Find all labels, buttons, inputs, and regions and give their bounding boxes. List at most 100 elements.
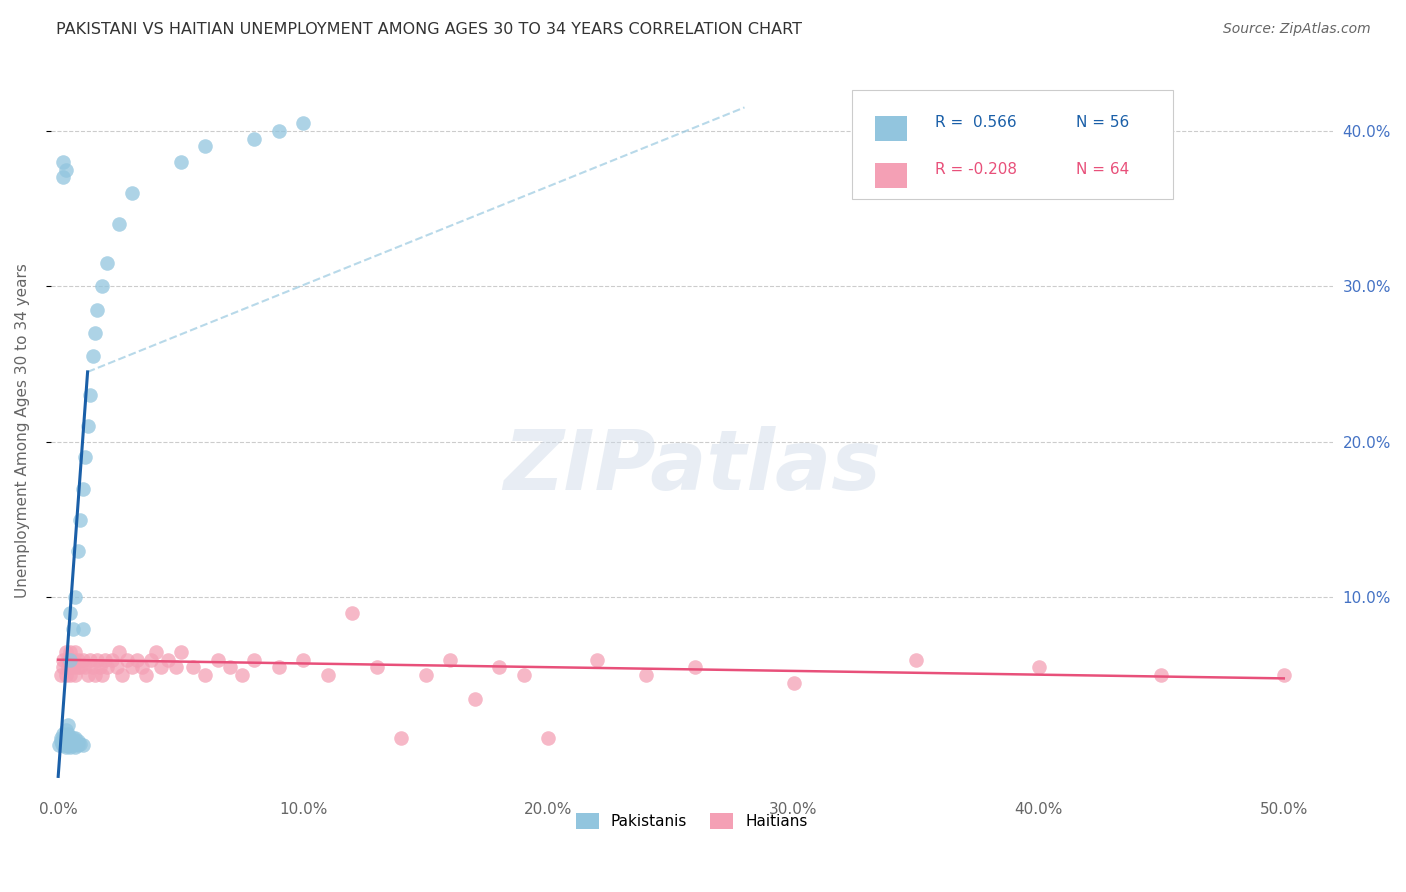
Point	[84, 668, 107, 682]
FancyBboxPatch shape	[875, 116, 907, 141]
Point	[56, 735, 79, 749]
Point	[62, 735, 84, 749]
Point	[55, 733, 77, 747]
Point	[1028, 660, 1050, 674]
Point	[108, 645, 131, 659]
Point	[55, 739, 77, 754]
Point	[65, 591, 87, 605]
Point	[65, 645, 87, 659]
Point	[464, 691, 486, 706]
Point	[72, 482, 94, 496]
Point	[170, 645, 193, 659]
Point	[66, 739, 89, 753]
Point	[150, 660, 173, 674]
Point	[72, 653, 94, 667]
Point	[84, 326, 107, 340]
Point	[636, 668, 658, 682]
Point	[55, 723, 77, 737]
Point	[52, 170, 75, 185]
Point	[49, 731, 72, 745]
Point	[66, 733, 89, 747]
Point	[1150, 668, 1173, 682]
Text: PAKISTANI VS HAITIAN UNEMPLOYMENT AMONG AGES 30 TO 34 YEARS CORRELATION CHART: PAKISTANI VS HAITIAN UNEMPLOYMENT AMONG …	[56, 22, 803, 37]
Point	[55, 737, 77, 751]
Point	[49, 733, 72, 747]
Point	[59, 733, 82, 747]
Text: R = -0.208: R = -0.208	[935, 162, 1018, 178]
Point	[66, 653, 89, 667]
Point	[76, 419, 98, 434]
Point	[56, 739, 79, 753]
Point	[267, 124, 290, 138]
Point	[56, 653, 79, 667]
Point	[141, 653, 163, 667]
Point	[1272, 668, 1295, 682]
Point	[65, 668, 87, 682]
Point	[181, 660, 204, 674]
Point	[79, 653, 101, 667]
Point	[62, 653, 84, 667]
Point	[59, 737, 82, 751]
Point	[66, 544, 89, 558]
Point	[685, 660, 707, 674]
Y-axis label: Unemployment Among Ages 30 to 34 years: Unemployment Among Ages 30 to 34 years	[15, 263, 30, 598]
Point	[121, 186, 143, 200]
Point	[389, 731, 412, 745]
Point	[366, 660, 388, 674]
Point	[121, 660, 143, 674]
Point	[69, 513, 91, 527]
Point	[56, 739, 79, 753]
Point	[65, 739, 87, 754]
Point	[194, 139, 217, 153]
Point	[415, 668, 437, 682]
Point	[96, 660, 118, 674]
Point	[59, 731, 82, 745]
Point	[52, 732, 75, 747]
Point	[86, 653, 108, 667]
Point	[292, 116, 315, 130]
Point	[59, 739, 82, 754]
Text: Source: ZipAtlas.com: Source: ZipAtlas.com	[1223, 22, 1371, 37]
Point	[52, 739, 75, 753]
Point	[72, 739, 94, 753]
Point	[105, 660, 128, 674]
Point	[157, 653, 180, 667]
Point	[165, 660, 187, 674]
Point	[59, 606, 82, 620]
Point	[66, 660, 89, 674]
Text: N = 64: N = 64	[1077, 162, 1129, 178]
Point	[65, 731, 87, 745]
Point	[218, 660, 240, 674]
Point	[86, 302, 108, 317]
Point	[72, 622, 94, 636]
Text: R =  0.566: R = 0.566	[935, 115, 1017, 130]
Point	[231, 668, 253, 682]
Point	[94, 653, 117, 667]
Point	[439, 653, 461, 667]
Point	[488, 660, 510, 674]
Point	[145, 645, 167, 659]
Point	[75, 660, 97, 674]
Point	[62, 660, 84, 674]
Point	[52, 735, 75, 749]
Point	[207, 653, 229, 667]
Text: ZIPatlas: ZIPatlas	[503, 425, 880, 507]
Point	[59, 645, 82, 659]
Point	[52, 660, 75, 674]
Point	[316, 668, 339, 682]
Point	[537, 731, 560, 745]
FancyBboxPatch shape	[875, 162, 907, 188]
Point	[49, 668, 72, 682]
Point	[108, 217, 131, 231]
FancyBboxPatch shape	[852, 90, 1173, 199]
Point	[79, 388, 101, 402]
Point	[55, 668, 77, 682]
Point	[56, 718, 79, 732]
Point	[111, 668, 134, 682]
Point	[52, 154, 75, 169]
Point	[52, 727, 75, 741]
Point	[55, 739, 77, 753]
Point	[586, 653, 609, 667]
Point	[135, 668, 157, 682]
Point	[69, 660, 91, 674]
